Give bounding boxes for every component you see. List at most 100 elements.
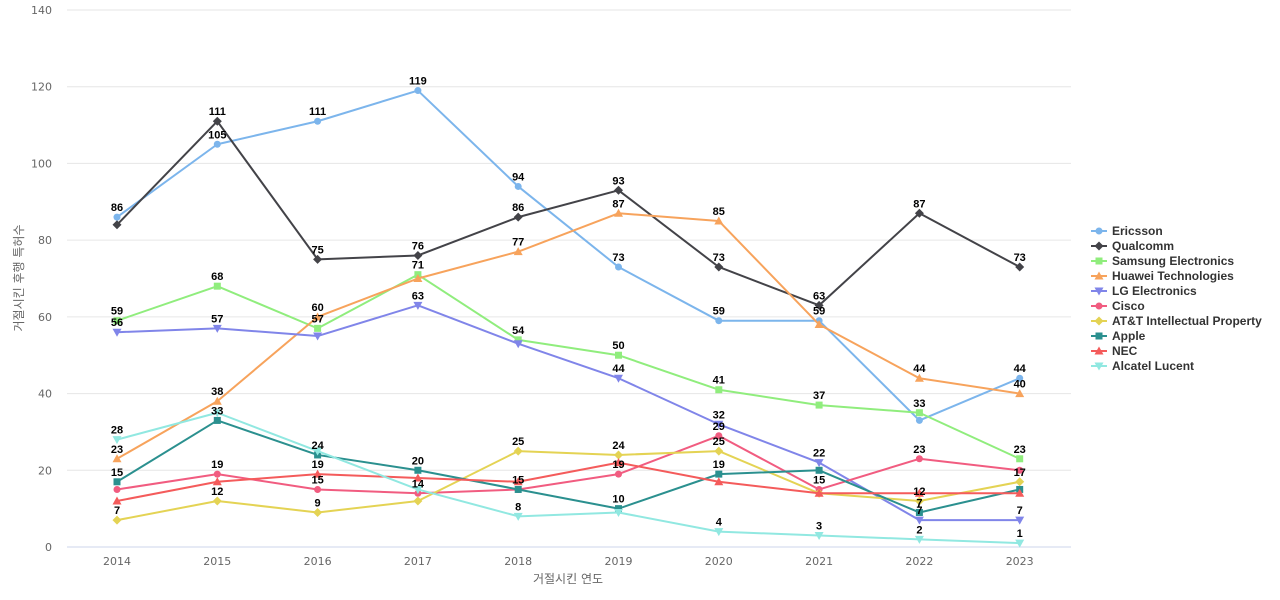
y-tick-label: 140 — [31, 4, 52, 17]
series-group — [112, 301, 1025, 525]
data-label: 28 — [111, 425, 123, 437]
point-marker — [715, 317, 723, 325]
data-label: 56 — [111, 317, 123, 329]
legend-item[interactable]: Huawei Technologies — [1091, 269, 1234, 283]
gridlines — [67, 9, 1071, 471]
point-marker — [213, 416, 221, 424]
data-label: 33 — [913, 398, 925, 410]
y-tick-label: 120 — [31, 81, 52, 94]
data-label: 59 — [111, 306, 123, 318]
point-marker — [112, 454, 122, 463]
series-group — [113, 87, 1024, 424]
point-marker — [715, 432, 723, 440]
point-marker — [1015, 539, 1025, 548]
data-label: 25 — [713, 436, 725, 448]
legend-item[interactable]: Qualcomm — [1091, 239, 1174, 253]
data-label: 57 — [311, 313, 323, 325]
data-label: 71 — [412, 260, 424, 272]
x-axis-title: 거절시킨 연도 — [533, 572, 603, 586]
point-marker — [513, 446, 523, 456]
point-marker — [714, 446, 724, 456]
point-marker — [314, 324, 322, 332]
data-label: 73 — [1014, 252, 1026, 264]
point-marker — [514, 336, 522, 344]
legend-item[interactable]: NEC — [1091, 344, 1138, 358]
point-marker — [313, 469, 323, 478]
data-label: 9 — [315, 497, 321, 509]
point-marker — [212, 409, 222, 418]
data-label: 85 — [713, 206, 725, 218]
legend-label: Qualcomm — [1112, 239, 1174, 253]
data-label: 87 — [612, 198, 624, 210]
point-marker — [413, 250, 423, 260]
legend-item[interactable]: LG Electronics — [1091, 284, 1197, 298]
legend-item[interactable]: Alcatel Lucent — [1091, 359, 1194, 373]
x-tick-label: 2023 — [1006, 555, 1034, 568]
x-tick-label: 2015 — [203, 555, 231, 568]
point-marker — [715, 386, 723, 394]
point-marker — [313, 332, 323, 341]
point-marker — [1094, 241, 1104, 251]
data-label: 63 — [412, 290, 424, 302]
legend-item[interactable]: Samsung Electronics — [1091, 254, 1234, 268]
data-label: 19 — [713, 459, 725, 471]
data-label: 77 — [512, 237, 524, 249]
point-marker — [614, 208, 623, 217]
point-marker — [513, 340, 523, 349]
data-label: 14 — [412, 478, 425, 490]
point-marker — [914, 208, 924, 218]
x-tick-label: 2022 — [905, 555, 933, 568]
legend-item[interactable]: AT&T Intellectual Property — [1091, 314, 1262, 328]
point-marker — [615, 351, 622, 359]
legend-label: Cisco — [1112, 299, 1145, 313]
point-marker — [1094, 271, 1104, 280]
point-marker — [815, 401, 823, 409]
legend-item[interactable]: Ericsson — [1091, 224, 1163, 238]
series-group — [112, 446, 1025, 525]
series-line — [116, 304, 1020, 522]
data-label: 37 — [813, 390, 825, 402]
x-tick-label: 2019 — [605, 555, 633, 568]
data-label: 60 — [311, 302, 323, 314]
data-label: 8 — [515, 501, 521, 513]
point-marker — [715, 470, 723, 478]
point-marker — [513, 212, 523, 222]
point-marker — [1094, 346, 1104, 355]
series-line — [116, 212, 1020, 460]
data-label: 23 — [111, 444, 123, 456]
legend-item[interactable]: Apple — [1091, 329, 1146, 343]
data-label: 19 — [612, 459, 624, 471]
series-line — [116, 120, 1021, 307]
data-label: 23 — [913, 444, 925, 456]
data-label: 73 — [713, 252, 725, 264]
point-marker — [514, 182, 522, 190]
data-label: 1 — [1017, 528, 1023, 540]
legend-label: AT&T Intellectual Property — [1112, 314, 1262, 328]
point-marker — [112, 328, 122, 337]
point-marker — [914, 516, 924, 525]
data-label: 44 — [612, 363, 625, 375]
point-marker — [313, 507, 323, 517]
point-marker — [1016, 466, 1024, 474]
series-group — [112, 458, 1025, 505]
legend-label: Samsung Electronics — [1112, 254, 1234, 268]
point-marker — [714, 420, 724, 429]
data-label: 19 — [211, 459, 223, 471]
data-label: 86 — [111, 202, 123, 214]
point-marker — [814, 531, 824, 540]
legend-label: Alcatel Lucent — [1112, 359, 1194, 373]
point-marker — [1015, 488, 1025, 497]
series-group — [113, 271, 1024, 463]
legend-label: LG Electronics — [1112, 284, 1197, 298]
data-label: 59 — [813, 306, 825, 318]
point-marker — [313, 447, 323, 456]
point-marker — [615, 505, 622, 513]
point-marker — [112, 515, 122, 525]
legend-item[interactable]: Cisco — [1091, 299, 1145, 313]
data-label: 105 — [208, 129, 226, 141]
data-label: 7 — [114, 505, 120, 517]
point-marker — [1015, 262, 1025, 272]
point-marker — [1016, 455, 1024, 463]
series-line — [116, 419, 1020, 514]
